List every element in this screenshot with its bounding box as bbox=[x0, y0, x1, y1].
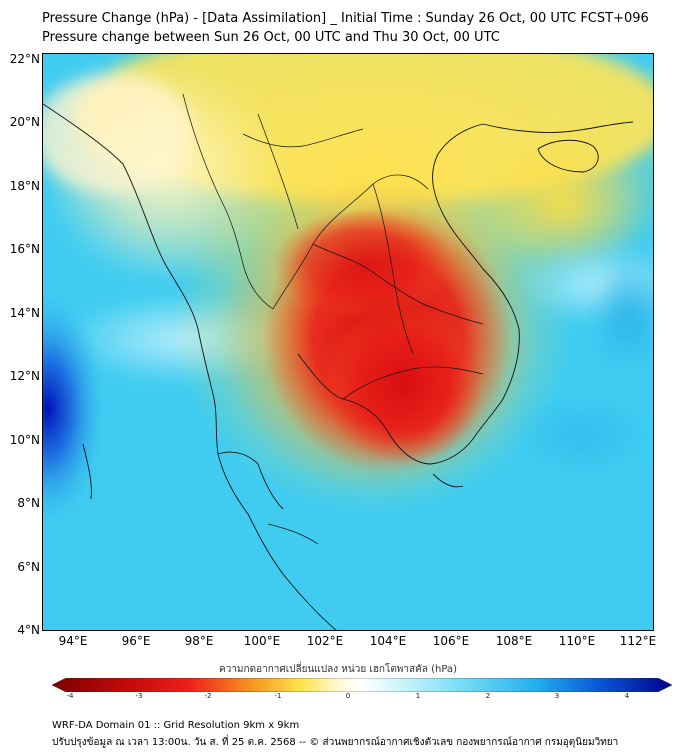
colorbar-tick: -4 bbox=[66, 692, 74, 700]
lon-label: 112°E bbox=[619, 634, 657, 648]
colorbar-tick: 0 bbox=[345, 692, 351, 700]
lat-label: 22°N bbox=[9, 52, 40, 66]
positive-pressure-east bbox=[513, 254, 653, 474]
lon-label: 110°E bbox=[558, 634, 596, 648]
pressure-change-map bbox=[43, 54, 653, 630]
colorbar-tick: 4 bbox=[624, 692, 630, 700]
lon-label: 94°E bbox=[58, 634, 88, 648]
colorbar-tick: -1 bbox=[274, 692, 282, 700]
colorbar-tick: 3 bbox=[554, 692, 560, 700]
map-plot-area bbox=[42, 53, 654, 631]
coastlines bbox=[43, 103, 634, 630]
lat-label: 6°N bbox=[17, 560, 40, 574]
lon-label: 98°E bbox=[184, 634, 214, 648]
colorbar-title: ความกดอากาศเปลี่ยนแปลง หน่วย เฮกโตพาสคัล… bbox=[219, 664, 457, 675]
lon-label: 106°E bbox=[432, 634, 470, 648]
lat-label: 8°N bbox=[17, 496, 40, 510]
colorbar bbox=[52, 678, 672, 692]
country-borders bbox=[182, 93, 484, 545]
lon-label: 100°E bbox=[243, 634, 281, 648]
positive-pressure-west bbox=[43, 289, 108, 529]
chart-title: Pressure Change (hPa) - [Data Assimilati… bbox=[42, 11, 649, 26]
lon-label: 102°E bbox=[306, 634, 344, 648]
lat-label: 4°N bbox=[17, 623, 40, 637]
footer-update-info: ปรับปรุงข้อมูล ณ เวลา 13:00น. วัน ส. ที่… bbox=[52, 737, 619, 748]
lon-label: 108°E bbox=[495, 634, 533, 648]
lat-label: 14°N bbox=[9, 306, 40, 320]
chart-subtitle: Pressure change between Sun 26 Oct, 00 U… bbox=[42, 30, 500, 45]
lat-label: 10°N bbox=[9, 433, 40, 447]
colorbar-tick: 2 bbox=[485, 692, 491, 700]
lat-label: 12°N bbox=[9, 369, 40, 383]
lat-label: 16°N bbox=[9, 242, 40, 256]
negative-pressure-core bbox=[173, 134, 573, 514]
lat-label: 18°N bbox=[9, 179, 40, 193]
colorbar-tick: 1 bbox=[415, 692, 421, 700]
lon-label: 104°E bbox=[369, 634, 407, 648]
colorbar-tick: -2 bbox=[204, 692, 212, 700]
lon-label: 96°E bbox=[121, 634, 151, 648]
colorbar-tick: -3 bbox=[135, 692, 143, 700]
footer-model-info: WRF-DA Domain 01 :: Grid Resolution 9km … bbox=[52, 720, 300, 731]
lat-label: 20°N bbox=[9, 115, 40, 129]
